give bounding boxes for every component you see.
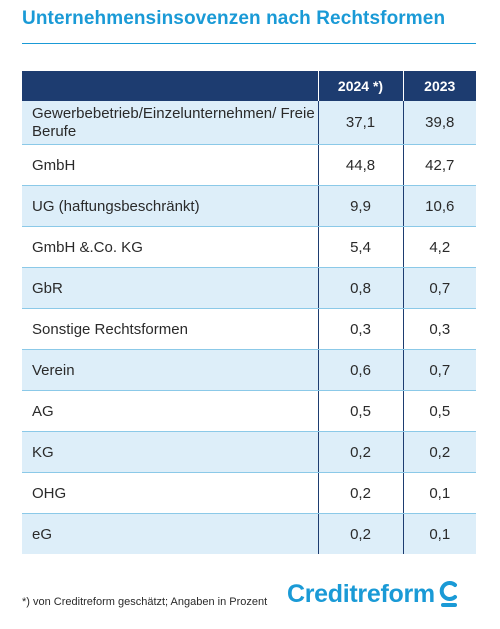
table-header-row: 2024 *) 2023 [22, 71, 476, 101]
row-label: Sonstige Rechtsformen [22, 308, 318, 350]
row-label: GmbH [22, 144, 318, 186]
value-2023: 0,1 [402, 513, 476, 554]
value-2023: 0,2 [402, 431, 476, 473]
table-row: GmbH &.Co. KG 5,4 4,2 [22, 226, 476, 268]
value-2024: 9,9 [317, 185, 403, 227]
value-2024: 0,3 [317, 308, 403, 350]
column-header-2024: 2024 *) [317, 71, 403, 101]
row-label: OHG [22, 472, 318, 514]
column-header-label [22, 71, 318, 101]
row-label: GbR [22, 267, 318, 309]
value-2023: 0,5 [402, 390, 476, 432]
value-2023: 0,7 [402, 267, 476, 309]
value-2024: 0,2 [317, 472, 403, 514]
creditreform-logo: Creditreform [287, 580, 459, 609]
table-row: AG 0,5 0,5 [22, 390, 476, 432]
row-label: Verein [22, 349, 318, 391]
column-header-2023: 2023 [402, 71, 476, 101]
table-row: Gewerbebetrieb/Einzelunternehmen/ Freie … [22, 101, 476, 145]
logo-wordmark: Creditreform [287, 580, 435, 608]
creditreform-mark-icon [439, 580, 457, 607]
table-row: OHG 0,2 0,1 [22, 472, 476, 514]
row-label: GmbH &.Co. KG [22, 226, 318, 268]
value-2024: 0,5 [317, 390, 403, 432]
value-2024: 0,6 [317, 349, 403, 391]
row-label: KG [22, 431, 318, 473]
value-2024: 0,2 [317, 431, 403, 473]
value-2023: 42,7 [402, 144, 476, 186]
title-divider [22, 43, 476, 44]
value-2023: 39,8 [402, 101, 476, 145]
value-2024: 5,4 [317, 226, 403, 268]
table-row: GmbH 44,8 42,7 [22, 144, 476, 186]
value-2024: 0,8 [317, 267, 403, 309]
value-2023: 4,2 [402, 226, 476, 268]
row-label: AG [22, 390, 318, 432]
table-row: Verein 0,6 0,7 [22, 349, 476, 391]
row-label: eG [22, 513, 318, 554]
row-label: Gewerbebetrieb/Einzelunternehmen/ Freie … [22, 101, 318, 145]
data-table: 2024 *) 2023 Gewerbebetrieb/Einzeluntern… [22, 71, 476, 554]
footnote: *) von Creditreform geschätzt; Angaben i… [22, 596, 268, 608]
table-row: UG (haftungsbeschränkt) 9,9 10,6 [22, 185, 476, 227]
table-row: KG 0,2 0,2 [22, 431, 476, 473]
page-title: Unternehmensinsovenzen nach Rechtsformen [22, 8, 446, 29]
table-row: GbR 0,8 0,7 [22, 267, 476, 309]
table-row: Sonstige Rechtsformen 0,3 0,3 [22, 308, 476, 350]
value-2023: 0,1 [402, 472, 476, 514]
value-2024: 37,1 [317, 101, 403, 145]
value-2024: 0,2 [317, 513, 403, 554]
table-row: eG 0,2 0,1 [22, 513, 476, 554]
row-label: UG (haftungsbeschränkt) [22, 185, 318, 227]
value-2023: 0,3 [402, 308, 476, 350]
value-2024: 44,8 [317, 144, 403, 186]
value-2023: 10,6 [402, 185, 476, 227]
value-2023: 0,7 [402, 349, 476, 391]
